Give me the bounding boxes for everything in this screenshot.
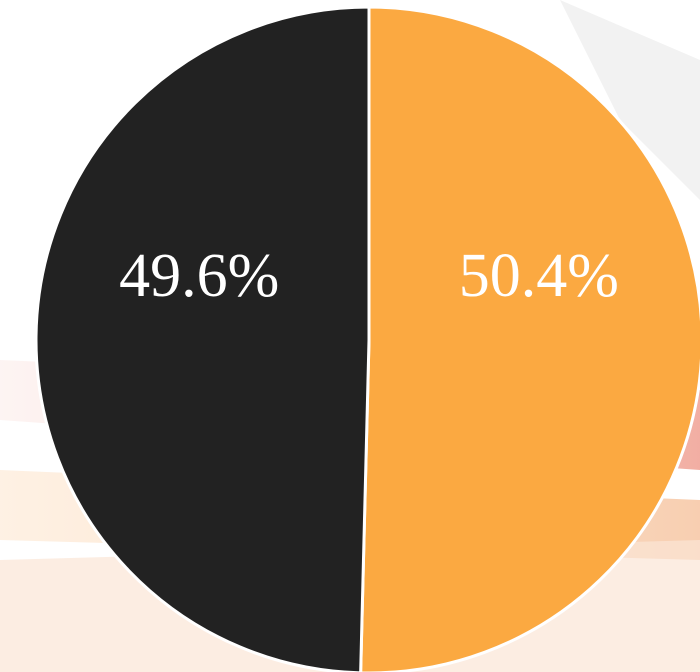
slice-label: 50.4%: [459, 242, 619, 310]
pie-slice: [34, 5, 371, 672]
pie: 50.4% 49.6%: [34, 5, 700, 672]
slice-label: 49.6%: [119, 242, 279, 310]
pie-slice: [359, 5, 700, 672]
